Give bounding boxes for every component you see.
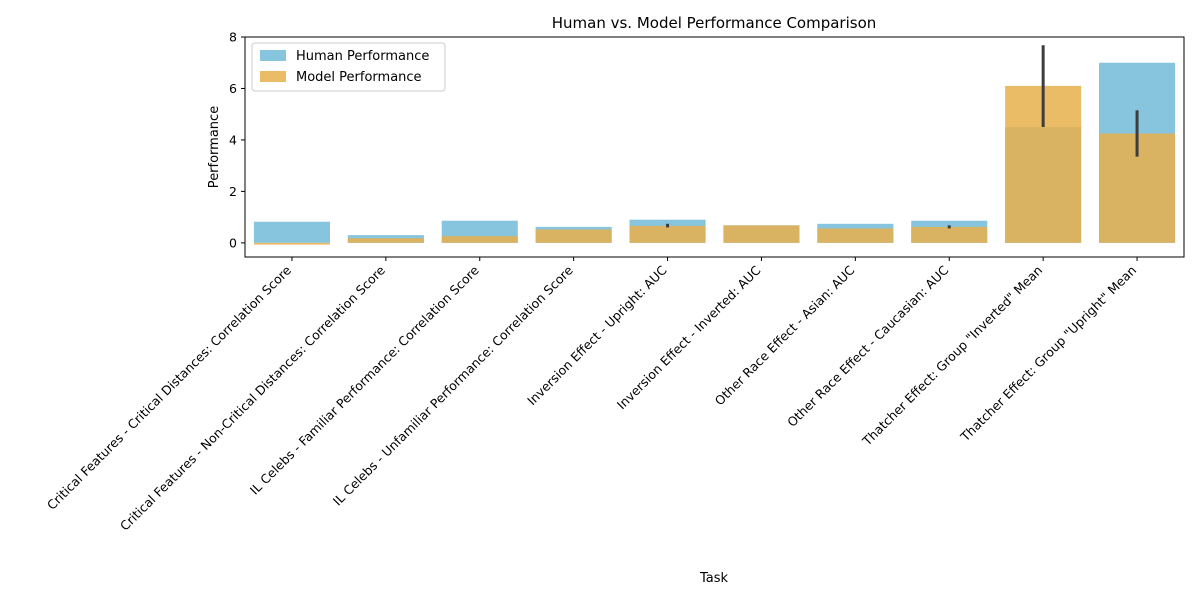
- y-axis: 0 2 4 6 8: [229, 30, 245, 250]
- model-bar-2: [441, 236, 518, 243]
- model-bar-0: [253, 242, 330, 245]
- legend-swatch-human: [260, 50, 286, 61]
- legend: Human Performance Model Performance: [251, 42, 446, 92]
- y-tick-label-4: 4: [229, 132, 237, 147]
- model-bar-5: [723, 225, 800, 243]
- x-axis: Critical Features - Critical Distances: …: [44, 257, 1139, 534]
- model-bar-3: [535, 229, 612, 243]
- error-bars-layer: [666, 45, 1139, 229]
- y-tick-label-2: 2: [229, 184, 237, 199]
- x-tick-label-8: Thatcher Effect: Group "Inverted" Mean: [859, 263, 1046, 450]
- legend-swatch-model: [260, 71, 286, 82]
- x-tick-label-9: Thatcher Effect: Group "Upright" Mean: [957, 263, 1139, 445]
- x-tick-label-7: Other Race Effect - Caucasian: AUC: [784, 262, 951, 429]
- y-axis-label: Performance: [207, 106, 222, 188]
- legend-label-model: Model Performance: [296, 70, 422, 85]
- model-bar-1: [347, 238, 424, 243]
- human-bar-0: [253, 221, 330, 243]
- model-bar-4: [629, 225, 706, 243]
- y-tick-label-6: 6: [229, 81, 237, 96]
- plot-frame: [244, 36, 1185, 258]
- y-tick-label-0: 0: [229, 235, 237, 250]
- model-bar-6: [817, 228, 894, 243]
- y-tick-label-8: 8: [229, 30, 237, 45]
- legend-label-human: Human Performance: [296, 49, 429, 64]
- x-axis-label: Task: [699, 571, 729, 586]
- bars-layer: [253, 62, 1176, 245]
- legend-box: [251, 42, 446, 92]
- model-bar-7: [911, 226, 988, 243]
- chart-title: Human vs. Model Performance Comparison: [552, 14, 877, 32]
